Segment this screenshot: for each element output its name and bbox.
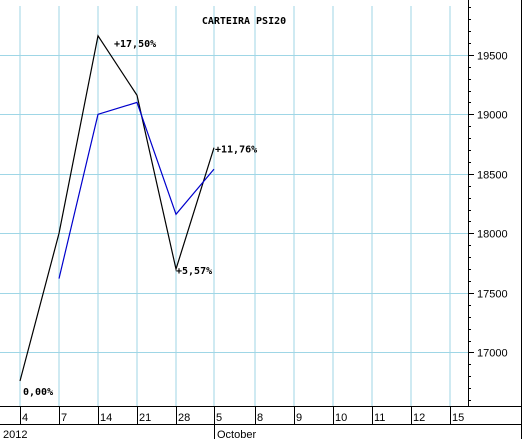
annotations-layer: 0,00% +17,50% +5,57% +11,76%	[23, 39, 257, 398]
y-tick-label: 17000	[477, 348, 508, 360]
series-line-1	[19, 34, 215, 382]
data-label: +17,50%	[114, 39, 156, 50]
x-tick-label: 28	[178, 412, 190, 424]
x-tick-label: 9	[296, 412, 302, 424]
month-label: October	[217, 429, 256, 439]
x-tick-label: 14	[100, 412, 112, 424]
y-tick-label: 18000	[477, 229, 508, 241]
y-axis: 17000 17500 18000 18500 19000 19500	[468, 7, 508, 401]
data-label: 0,00%	[23, 387, 53, 398]
x-axis: 4 7 14 21 28 5 8 9 10 11 12 15 2012 October	[3, 406, 464, 439]
x-tick-label: 10	[335, 412, 347, 424]
y-tick-label: 19000	[477, 110, 508, 122]
grid	[0, 6, 468, 406]
y-tick-label: 19500	[477, 51, 508, 63]
chart-title: CARTEIRA PSI20	[202, 16, 286, 27]
y-tick-label: 18500	[477, 170, 508, 182]
y-tick-label: 17500	[477, 289, 508, 301]
month-label: 2012	[3, 429, 27, 439]
series-layer	[19, 34, 215, 382]
x-tick-label: 8	[257, 412, 263, 424]
x-tick-label: 4	[22, 412, 28, 424]
x-tick-label: 5	[216, 412, 222, 424]
data-label: +5,57%	[176, 266, 212, 277]
x-tick-label: 12	[413, 412, 425, 424]
x-tick-label: 7	[61, 412, 67, 424]
x-tick-label: 15	[452, 412, 464, 424]
data-label: +11,76%	[215, 145, 257, 156]
x-tick-label: 21	[139, 412, 151, 424]
x-tick-label: 11	[374, 412, 385, 424]
